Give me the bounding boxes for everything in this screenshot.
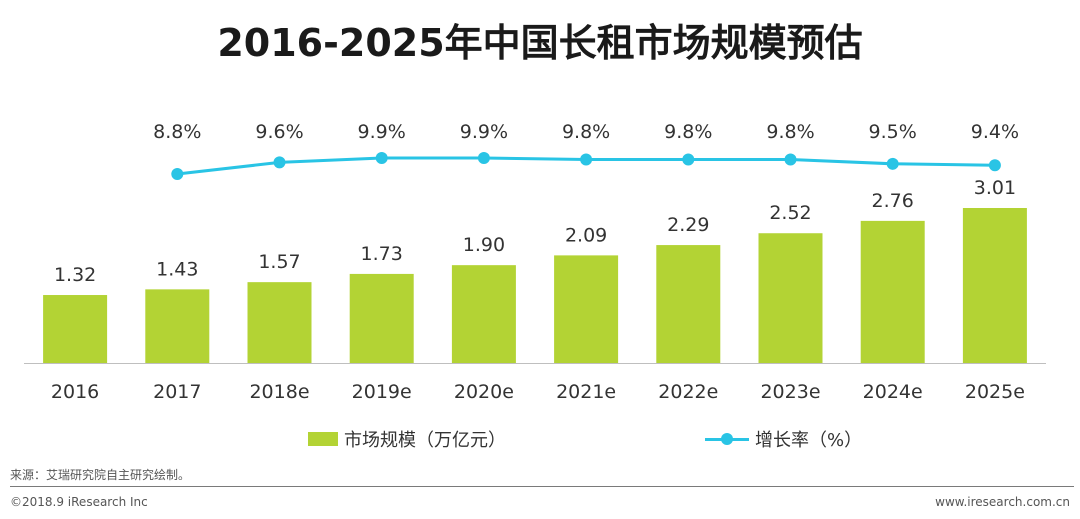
growth-label-2024e: 9.5% — [869, 121, 917, 143]
bar-2020e — [451, 265, 516, 363]
growth-label-2021e: 9.8% — [562, 121, 610, 143]
x-tick-label-2023e: 2023e — [760, 381, 820, 403]
bar-2025e — [962, 208, 1027, 363]
growth-point-2021e — [580, 153, 593, 166]
bar-label-2022e: 2.29 — [667, 214, 709, 236]
x-tick-label-2020e: 2020e — [454, 381, 514, 403]
legend-bar-label: 市场规模（万亿元） — [344, 430, 506, 451]
bar-2016 — [43, 295, 108, 363]
bar-2017 — [145, 289, 210, 363]
growth-point-2018e — [273, 156, 286, 169]
growth-point-2020e — [477, 152, 490, 164]
growth-point-2025e — [988, 159, 1001, 172]
growth-label-2025e: 9.4% — [971, 121, 1019, 143]
bar-label-2018e: 1.57 — [258, 251, 300, 273]
x-tick-label-2021e: 2021e — [556, 381, 616, 403]
bar-2019e — [349, 273, 414, 363]
copyright-text: ©2018.9 iResearch Inc — [10, 495, 148, 509]
x-tick-label-2025e: 2025e — [965, 381, 1025, 403]
website-link: www.iresearch.com.cn — [935, 495, 1070, 509]
growth-label-2022e: 9.8% — [664, 121, 712, 143]
x-tick-label-2024e: 2024e — [863, 381, 923, 403]
legend-item-market-size: 市场规模（万亿元） — [308, 426, 506, 452]
legend-item-growth-rate: 增长率（%） — [705, 426, 862, 452]
bar-2021e — [554, 255, 619, 363]
bar-label-2016: 1.32 — [54, 264, 96, 286]
bar-label-2017: 1.43 — [156, 258, 198, 280]
growth-point-2024e — [886, 157, 899, 170]
chart-title: 2016-2025年中国长租市场规模预估 — [217, 21, 863, 65]
footer-divider — [10, 486, 1074, 487]
bar-label-2019e: 1.73 — [361, 243, 403, 265]
growth-point-2023e — [784, 153, 797, 166]
bar-label-2024e: 2.76 — [872, 190, 914, 212]
x-tick-label-2019e: 2019e — [352, 381, 412, 403]
growth-label-2018e: 9.6% — [255, 121, 303, 143]
legend-line-label: 增长率（%） — [755, 430, 863, 451]
x-tick-label-2018e: 2018e — [249, 381, 309, 403]
bar-label-2021e: 2.09 — [565, 224, 607, 246]
bar-2018e — [247, 282, 312, 363]
x-tick-label-2022e: 2022e — [658, 381, 718, 403]
bar-2024e — [860, 220, 925, 363]
x-tick-label-2017: 2017 — [153, 381, 201, 403]
source-note: 来源：艾瑞研究院自主研究绘制。 — [10, 468, 191, 482]
bar-label-2025e: 3.01 — [974, 177, 1016, 199]
legend-bar-swatch — [308, 432, 338, 446]
x-tick-label-2016: 2016 — [51, 381, 99, 403]
bar-2023e — [758, 233, 823, 363]
growth-label-2017: 8.8% — [153, 121, 201, 143]
legend-line-swatch — [705, 432, 749, 446]
bar-label-2020e: 1.90 — [463, 234, 505, 256]
growth-point-2019e — [375, 152, 388, 164]
bar-label-2023e: 2.52 — [769, 202, 811, 224]
growth-point-2022e — [682, 153, 695, 166]
growth-label-2020e: 9.9% — [460, 121, 508, 143]
growth-label-2019e: 9.9% — [358, 121, 406, 143]
growth-label-2023e: 9.8% — [766, 121, 814, 143]
growth-point-2017 — [171, 168, 184, 180]
bar-2022e — [656, 245, 721, 363]
